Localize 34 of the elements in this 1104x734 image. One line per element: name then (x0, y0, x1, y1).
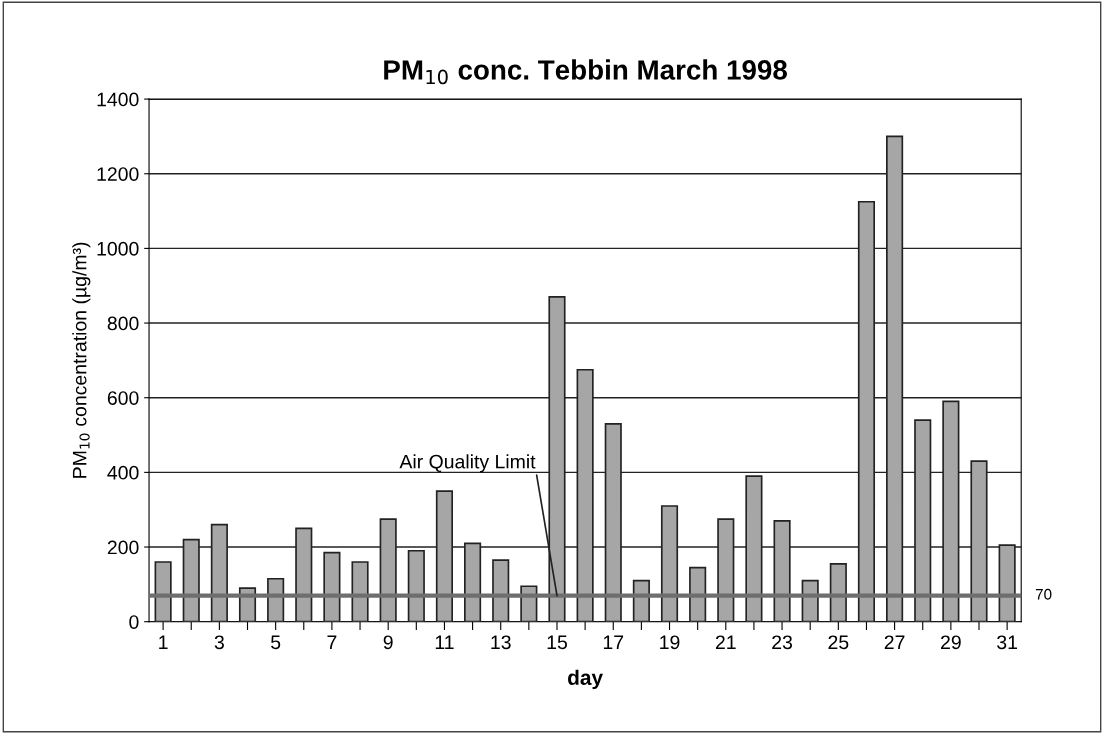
y-tick-label: 1200 (97, 167, 139, 181)
bar (154, 561, 172, 622)
y-tick-label: 800 (107, 316, 139, 331)
x-tick-label: 15 (547, 635, 567, 650)
y-tick-label: 600 (107, 391, 139, 405)
x-tick-label: 19 (660, 635, 680, 650)
x-tick-label: 25 (828, 635, 849, 650)
x-tick-label: 13 (491, 635, 511, 650)
x-tick-label: 9 (383, 635, 393, 650)
y-tick-label: 0 (129, 615, 139, 629)
x-tick-label: 23 (772, 635, 793, 650)
x-tick-label: 1 (159, 635, 168, 649)
x-tick-label: 5 (271, 635, 281, 650)
bar (407, 549, 425, 622)
chart-title: PM$_{10}$ conc. Tebbin March 1998 (384, 59, 787, 85)
y-tick-label: 1400 (97, 92, 139, 107)
x-tick-label: 29 (941, 635, 961, 650)
x-tick-label: 7 (327, 635, 337, 649)
x-axis-title: day (568, 669, 603, 690)
y-tick-label: 200 (107, 540, 139, 555)
y-axis-title: PM$_{10}$ concentration (µg/m³) (72, 242, 91, 478)
annotation: Air Quality Limit (399, 454, 536, 473)
x-tick-label: 21 (715, 635, 736, 649)
x-tick-label: 27 (884, 635, 905, 649)
x-tick-label: 17 (603, 635, 624, 649)
x-tick-label: 31 (997, 635, 1017, 650)
bar (351, 561, 369, 622)
x-tick-label: 3 (214, 635, 224, 650)
x-tick-label: 11 (435, 635, 454, 649)
bar (829, 563, 847, 622)
bar (323, 551, 341, 622)
y-tick-label: 1000 (97, 241, 139, 256)
y-tick-label: 400 (107, 465, 139, 480)
ref-line-label: 70 (1035, 588, 1052, 600)
